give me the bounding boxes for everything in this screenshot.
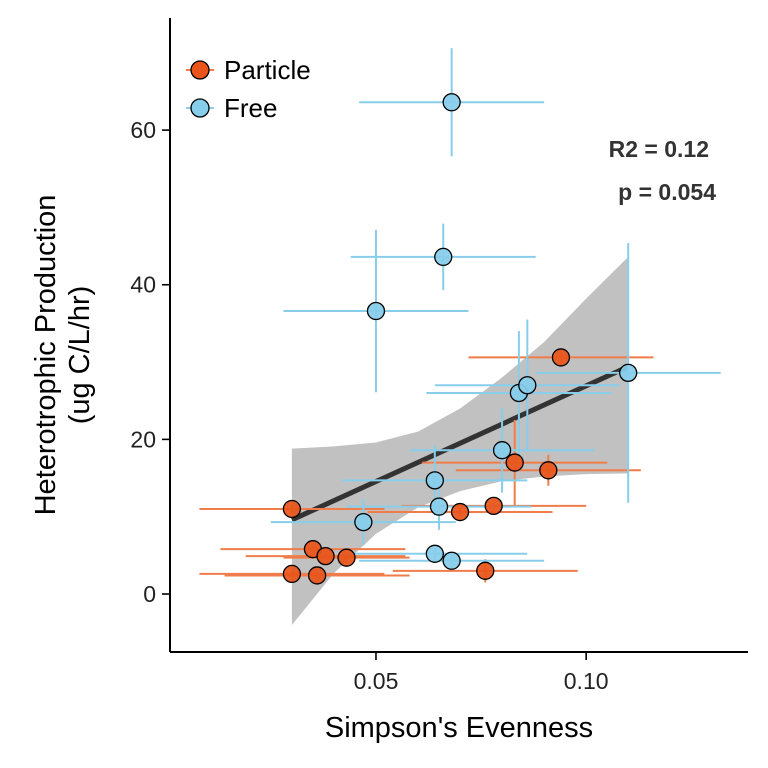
particle-point-4 bbox=[282, 564, 302, 584]
y-tick-label-2: 40 bbox=[130, 272, 156, 298]
legend-label-free: Free bbox=[224, 93, 277, 123]
free-point-0 bbox=[442, 93, 461, 112]
particle-point-7 bbox=[484, 496, 503, 516]
free-point-6 bbox=[425, 544, 444, 563]
particle-point-11 bbox=[551, 348, 571, 367]
particle-point-5 bbox=[307, 566, 327, 585]
r2-annotation: R2 = 0.12 bbox=[609, 136, 709, 162]
y-tick-label-1: 20 bbox=[130, 426, 156, 452]
free-point-7 bbox=[442, 551, 461, 570]
y-tick-label-3: 60 bbox=[130, 117, 156, 143]
p-value-annotation: p = 0.054 bbox=[618, 179, 716, 205]
particle-point-2 bbox=[316, 546, 335, 566]
y-axis-title-line-1: (ug C/L/hr) bbox=[64, 286, 96, 425]
axis-titles: Simpson's Evenness Heterotrophic Producti… bbox=[30, 195, 593, 744]
error-bars-layer bbox=[199, 48, 721, 583]
particle-point-8 bbox=[476, 561, 495, 580]
axes: 0 20 40 60 0.05 0.10 bbox=[130, 18, 748, 694]
legend-key-particle bbox=[190, 60, 210, 80]
free-point-8 bbox=[492, 441, 512, 460]
y-axis-title: Heterotrophic Production(ug C/L/hr) bbox=[30, 195, 96, 516]
free-point-11 bbox=[619, 363, 638, 383]
x-tick-label-1: 0.10 bbox=[564, 668, 609, 694]
legend-key-free bbox=[190, 98, 210, 118]
free-point-5 bbox=[429, 497, 449, 516]
particle-point-9 bbox=[505, 453, 524, 472]
legend: Particle Free bbox=[186, 55, 311, 123]
y-tick-label-0: 0 bbox=[143, 581, 156, 607]
legend-label-particle: Particle bbox=[224, 55, 311, 85]
stats-annotation: R2 = 0.12 p = 0.054 bbox=[609, 136, 717, 205]
particle-point-0 bbox=[282, 499, 302, 519]
particle-point-3 bbox=[337, 548, 356, 567]
y-axis-title-line-0: Heterotrophic Production bbox=[30, 195, 62, 516]
points-layer bbox=[282, 93, 638, 585]
free-point-10 bbox=[518, 376, 537, 395]
particle-point-10 bbox=[539, 461, 558, 480]
free-point-4 bbox=[425, 471, 444, 490]
free-point-1 bbox=[434, 247, 453, 267]
x-axis-title: Simpson's Evenness bbox=[325, 712, 593, 744]
particle-point-6 bbox=[450, 502, 470, 522]
x-tick-label-0: 0.05 bbox=[354, 668, 399, 694]
free-point-3 bbox=[354, 512, 373, 532]
free-point-2 bbox=[366, 301, 386, 321]
